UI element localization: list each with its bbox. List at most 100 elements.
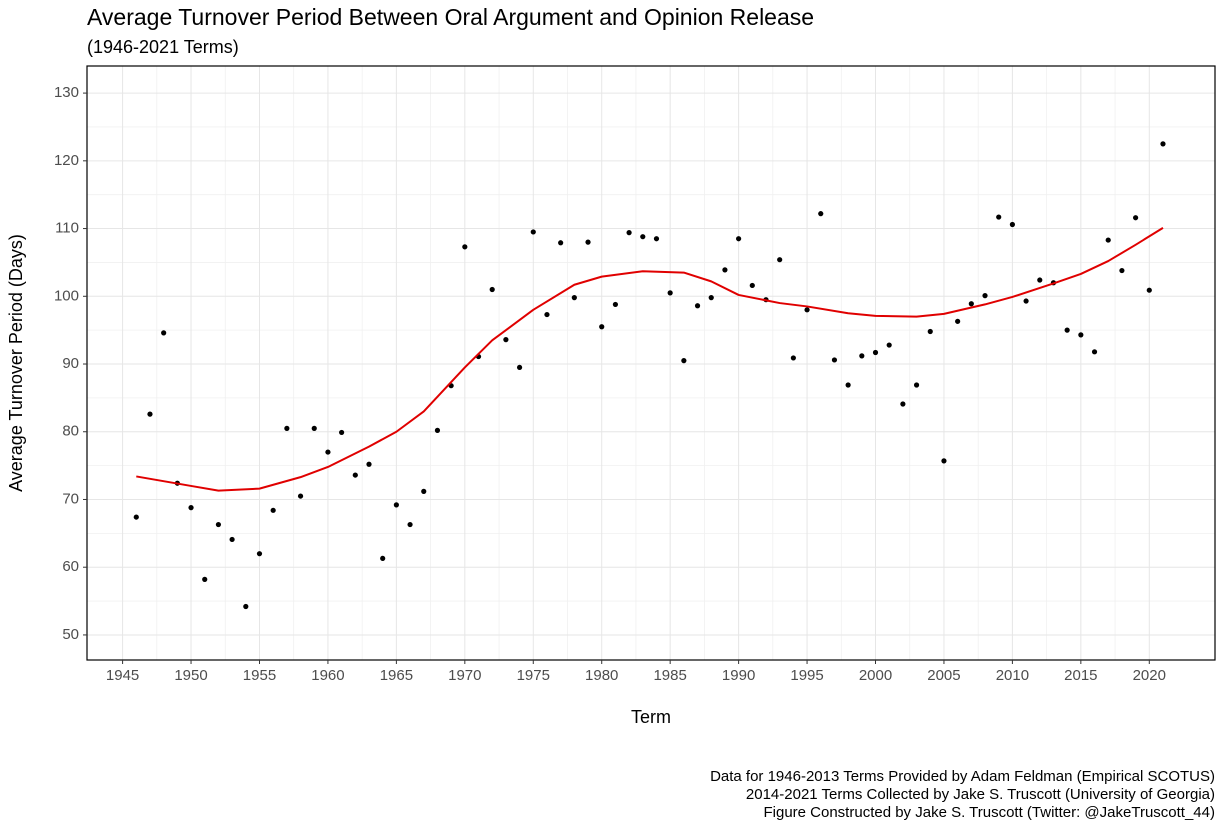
point <box>161 330 167 336</box>
x-tick-label: 1990 <box>722 667 755 684</box>
point <box>653 236 660 242</box>
y-tick-label: 80 <box>62 423 79 440</box>
point <box>736 236 742 242</box>
point <box>777 257 783 263</box>
y-tick-label: 60 <box>62 558 79 575</box>
point <box>955 318 961 324</box>
caption: 2014-2021 Terms Collected by Jake S. Tru… <box>746 786 1215 803</box>
point <box>544 311 550 318</box>
y-tick-label: 90 <box>62 355 79 372</box>
y-tick-label: 50 <box>62 626 79 643</box>
point <box>640 234 646 240</box>
point <box>297 493 304 499</box>
panel-border <box>86 65 1216 661</box>
point <box>722 267 728 273</box>
point <box>1105 237 1111 243</box>
point <box>558 240 564 246</box>
x-tick-label: 2020 <box>1133 667 1166 684</box>
point <box>859 353 865 359</box>
point <box>1119 267 1125 274</box>
point <box>1064 327 1070 333</box>
y-axis-title: Average Turnover Period (Days) <box>6 234 26 492</box>
y-tick-label: 100 <box>54 287 79 304</box>
point <box>694 303 701 309</box>
point <box>516 364 523 371</box>
point <box>612 301 619 308</box>
chart-title: Average Turnover Period Between Oral Arg… <box>87 4 814 30</box>
point <box>913 382 920 388</box>
point <box>366 461 372 467</box>
caption: Data for 1946-2013 Terms Provided by Ada… <box>710 768 1215 785</box>
y-tick-label: 110 <box>55 220 79 237</box>
x-tick-label: 1945 <box>106 667 139 684</box>
point <box>407 521 413 528</box>
point <box>215 521 222 528</box>
point <box>708 295 714 301</box>
x-axis-title: Term <box>631 707 671 727</box>
point <box>1133 215 1139 221</box>
point <box>900 401 906 407</box>
point <box>243 603 249 610</box>
point <box>1037 277 1043 283</box>
point <box>681 358 687 364</box>
point <box>1160 141 1166 147</box>
point <box>188 505 194 511</box>
point <box>996 214 1002 220</box>
point <box>585 239 591 245</box>
x-tick-label: 1970 <box>448 667 481 684</box>
point <box>270 507 276 513</box>
point <box>1091 349 1098 355</box>
x-tick-label: 1965 <box>380 667 413 684</box>
point <box>831 357 838 363</box>
point <box>325 449 331 455</box>
x-tick-label: 1980 <box>585 667 618 684</box>
point <box>503 337 509 343</box>
point <box>804 307 810 313</box>
point <box>489 286 495 293</box>
point <box>968 301 974 307</box>
y-tick-label: 70 <box>62 490 79 507</box>
marks <box>133 141 1166 610</box>
point <box>202 576 208 583</box>
point <box>626 230 632 236</box>
point <box>818 211 824 217</box>
point <box>256 551 263 557</box>
y-tick-label: 130 <box>54 84 79 101</box>
x-tick-label: 1955 <box>243 667 276 684</box>
point <box>352 472 358 478</box>
point <box>927 328 933 335</box>
x-tick-label: 2000 <box>859 667 892 684</box>
point <box>982 293 988 299</box>
point <box>571 295 577 301</box>
x-tick-label: 1960 <box>311 667 344 684</box>
grid <box>87 66 1215 660</box>
point <box>462 244 468 250</box>
caption: Figure Constructed by Jake S. Truscott (… <box>763 804 1215 821</box>
x-tick-label: 2005 <box>927 667 960 684</box>
point <box>599 324 605 330</box>
chart-subtitle: (1946-2021 Terms) <box>87 37 239 57</box>
x-tick-label: 2015 <box>1064 667 1097 684</box>
point <box>1023 298 1029 304</box>
point <box>1009 221 1015 228</box>
smooth-line <box>136 227 1164 492</box>
x-tick-label: 1950 <box>174 667 207 684</box>
point <box>133 514 139 520</box>
point <box>845 382 851 388</box>
point <box>749 282 755 289</box>
x-tick-label: 1985 <box>653 667 686 684</box>
point <box>1078 332 1084 338</box>
point <box>147 411 153 417</box>
x-tick-label: 2010 <box>996 667 1029 684</box>
y-tick-label: 120 <box>54 152 79 169</box>
point <box>872 349 879 356</box>
point <box>284 425 290 431</box>
point <box>941 458 947 464</box>
x-tick-label: 1995 <box>790 667 823 684</box>
point <box>421 488 427 494</box>
point <box>790 355 796 361</box>
point <box>311 425 317 431</box>
point <box>667 290 673 296</box>
point <box>380 555 386 562</box>
